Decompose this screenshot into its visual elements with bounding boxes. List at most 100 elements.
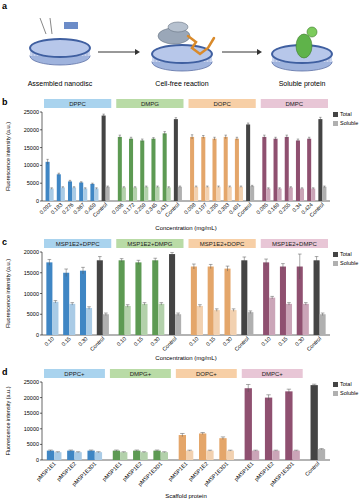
error-cap [87,306,91,307]
bar [224,269,230,335]
y-axis [42,112,43,201]
legend: TotalSoluble [333,381,358,396]
y-tick-label: 25000 [24,109,39,115]
error-cap [232,308,236,309]
error-cap [130,137,132,138]
x-tick-label: 0.30 [294,335,306,347]
error-cap [198,304,202,305]
error-bar [233,309,234,311]
y-tick-label: 20000 [24,249,39,255]
error-bar [218,186,219,187]
panel-label: a [2,1,8,11]
error-bar [227,266,228,271]
x-tick-label: Control [308,201,325,218]
y-tick [40,314,42,315]
y-tick [40,335,42,336]
error-bar [210,264,211,268]
y-tick-label: 10000 [24,426,39,432]
bar [201,137,205,201]
x-tick-label: 0.255 [278,201,292,215]
error-bar [66,269,67,276]
x-tick-label: pMSP1E1 [101,460,123,482]
error-cap [98,256,102,257]
bar [178,187,182,201]
error-bar [290,187,291,188]
error-bar [324,186,325,187]
bar [235,139,239,201]
y-tick [40,444,42,445]
error-bar [105,313,106,315]
group-header [116,239,183,248]
error-cap [267,187,269,188]
legend-swatch [333,391,338,396]
error-cap [304,302,308,303]
error-cap [319,448,323,449]
y-tick [40,252,42,253]
error-cap [96,451,100,452]
bar [194,187,198,201]
error-cap [114,450,118,451]
peptide-chain [188,36,214,54]
y-tick [40,272,42,273]
pipette [40,18,46,34]
nanodisc-belt [152,45,212,63]
error-bar [196,186,197,187]
bar [289,187,293,201]
error-cap [274,450,278,451]
error-cap [213,137,215,138]
group-title: DMPC+ [262,371,284,377]
group-title: DOPC+ [196,371,217,377]
error-cap [301,187,303,188]
error-bar [282,264,283,270]
y-tick-label: 0 [36,198,39,204]
x-tick-label: 0.092 [38,201,52,215]
error-bar [89,307,90,309]
error-bar [322,313,323,315]
error-cap [95,187,97,188]
panel-1: c05000100001500020000Fluorescence intens… [2,237,358,361]
group-title: MSP1E2+DMPG [127,241,173,247]
error-bar [275,137,276,140]
group-header [44,369,105,378]
error-bar [250,311,251,313]
error-cap [253,450,257,451]
bar [135,262,141,335]
bar [90,184,94,201]
x-tick-label: 0.259 [133,201,147,215]
x-tick-label: pMSP1E3D1 [137,460,164,487]
error-cap [208,450,212,451]
error-cap [287,302,291,303]
bar [190,137,194,201]
error-cap [81,267,85,268]
bar [239,187,243,201]
y-tick [40,293,42,294]
error-bar [83,267,84,274]
error-bar [161,303,162,305]
bar [272,451,279,460]
panel-0: b0500010000150002000025000Fluorescence i… [2,97,358,231]
arrow [222,52,258,53]
error-bar [155,258,156,262]
error-cap [56,451,60,452]
group-header [176,369,237,378]
y-tick [40,147,42,148]
bar [113,451,120,460]
y-tick [40,129,42,130]
legend: TotalSoluble [333,111,358,126]
bar [266,189,270,201]
error-cap [321,313,325,314]
error-bar [121,259,122,262]
error-cap [290,186,292,187]
error-cap [159,302,163,303]
error-cap [162,451,166,452]
x-tick-label: pMSP1E3D1 [71,460,98,487]
bar [285,391,292,460]
legend-swatch [333,382,338,387]
arrow [98,52,136,53]
y-axis-label: Fluorescence intensity (a.u.) [5,259,11,328]
error-bar [49,259,50,265]
error-bar [236,137,237,140]
error-bar [178,313,179,315]
error-bar [70,180,71,182]
error-cap [319,117,321,118]
